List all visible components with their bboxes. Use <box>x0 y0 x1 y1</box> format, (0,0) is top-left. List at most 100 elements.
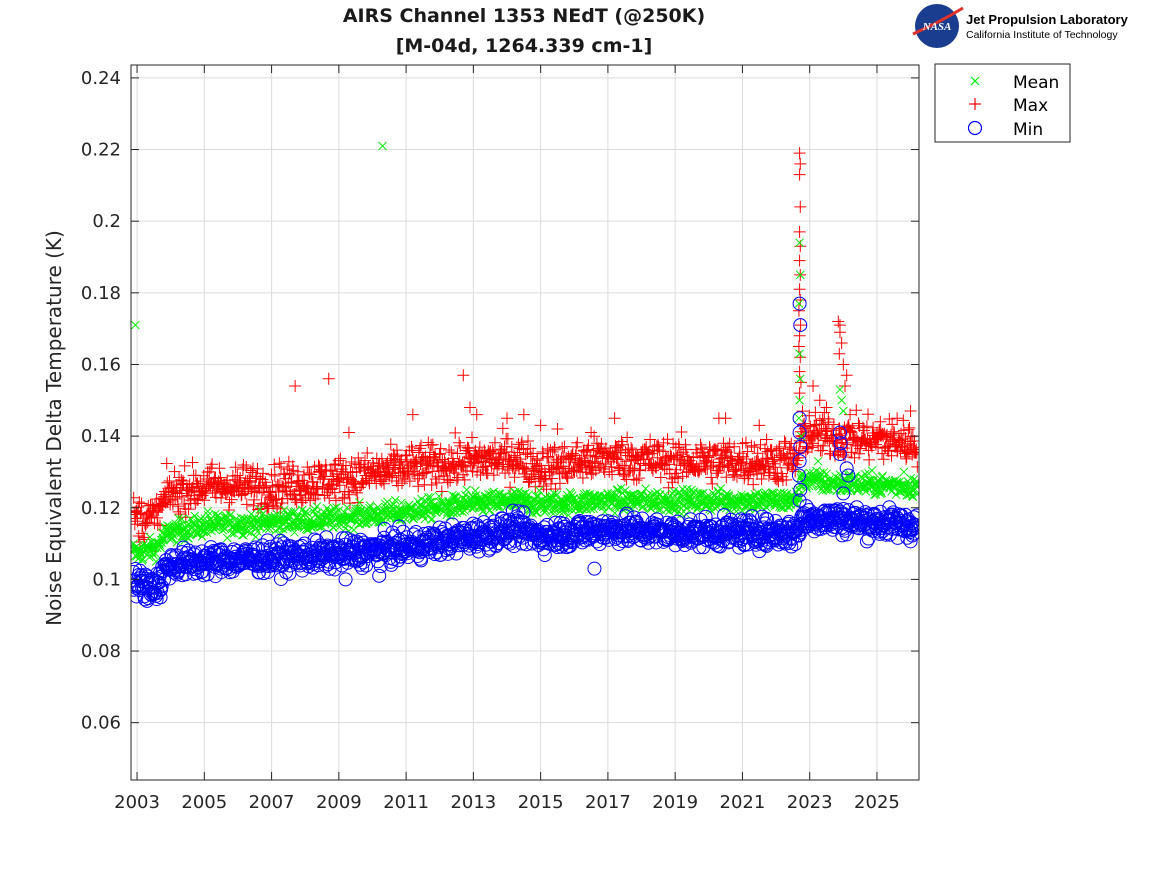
mean-point <box>589 504 598 514</box>
max-point <box>273 479 286 492</box>
max-point <box>711 467 724 480</box>
max-point <box>177 477 190 490</box>
y-tick-label: 0.14 <box>81 426 121 447</box>
max-point <box>396 462 409 475</box>
y-axis-label: Noise Equivalent Delta Temperature (K) <box>42 230 66 626</box>
max-point <box>409 455 422 468</box>
max-point <box>900 452 913 465</box>
max-point <box>606 468 619 481</box>
max-point <box>213 462 226 475</box>
mean-point <box>698 488 708 498</box>
max-point <box>665 450 678 463</box>
max-point <box>182 503 195 516</box>
max-point <box>135 497 148 510</box>
max-point <box>291 465 304 478</box>
max-point <box>640 440 653 453</box>
max-point <box>530 452 543 465</box>
max-point <box>508 449 521 462</box>
max-point <box>893 434 906 447</box>
max-point <box>546 445 559 458</box>
max-point <box>793 254 806 267</box>
y-tick-label: 0.12 <box>81 498 121 519</box>
max-point <box>313 465 326 478</box>
max-point <box>434 447 447 460</box>
max-point <box>244 474 257 487</box>
max-point <box>421 458 434 471</box>
max-point <box>415 439 428 452</box>
max-point <box>745 439 758 452</box>
max-point <box>347 475 360 488</box>
max-point <box>458 473 471 486</box>
max-point <box>311 480 324 493</box>
max-point <box>884 429 897 442</box>
max-point <box>477 455 490 468</box>
max-point <box>725 450 738 463</box>
max-point <box>163 475 176 488</box>
max-point <box>406 465 419 478</box>
max-point <box>651 438 664 451</box>
mean-point <box>660 490 670 499</box>
max-point <box>501 460 514 473</box>
max-point <box>524 450 537 463</box>
mean-point <box>172 538 182 547</box>
mean-point <box>179 526 189 535</box>
mean-point <box>178 531 187 540</box>
mean-point <box>539 497 549 507</box>
mean-point <box>678 484 687 494</box>
max-point <box>558 440 571 453</box>
max-point <box>305 468 318 481</box>
max-point <box>886 418 899 431</box>
max-point <box>679 443 692 456</box>
max-point <box>433 448 446 461</box>
y-tick-label: 0.08 <box>81 641 121 662</box>
mean-point <box>397 498 406 508</box>
max-point <box>719 443 732 456</box>
mean-point <box>524 490 533 500</box>
max-point <box>679 438 692 451</box>
max-point <box>696 446 709 459</box>
max-point <box>461 441 474 454</box>
mean-point <box>423 493 433 502</box>
max-point <box>453 436 466 449</box>
max-point <box>274 502 287 515</box>
max-point <box>322 372 335 385</box>
mean-point <box>390 495 400 505</box>
max-point <box>736 437 749 450</box>
mean-point <box>218 525 228 535</box>
max-point <box>778 435 791 448</box>
max-point <box>148 517 161 530</box>
max-point <box>853 447 866 460</box>
max-point <box>515 438 528 451</box>
x-tick-label: 2021 <box>720 792 766 813</box>
max-point <box>839 451 852 464</box>
legend-label-mean: Mean <box>1013 73 1059 93</box>
max-point <box>627 473 640 486</box>
max-point <box>748 441 761 454</box>
max-point <box>844 408 857 421</box>
max-point <box>497 446 510 459</box>
max-point <box>739 436 752 449</box>
max-point <box>850 404 863 417</box>
max-point <box>675 425 688 438</box>
max-point <box>839 379 852 392</box>
max-point <box>617 467 630 480</box>
max-point <box>740 452 753 465</box>
max-point <box>516 460 529 473</box>
max-point <box>522 434 535 447</box>
max-point <box>755 472 768 485</box>
max-point <box>822 416 835 429</box>
mean-point <box>236 513 246 523</box>
mean-point <box>427 514 437 524</box>
max-point <box>709 443 722 456</box>
max-point <box>537 480 550 493</box>
max-point <box>515 436 528 449</box>
max-point <box>196 489 209 502</box>
max-point <box>530 460 543 473</box>
max-point <box>751 447 764 460</box>
max-point <box>625 442 638 455</box>
mean-point <box>315 522 325 532</box>
max-point <box>685 458 698 471</box>
max-point <box>474 469 487 482</box>
max-point <box>833 319 846 332</box>
